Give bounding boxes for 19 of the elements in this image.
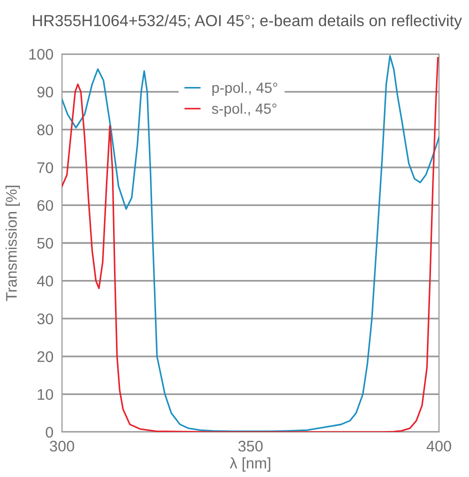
y-tick-label: 100 [29, 48, 54, 60]
y-tick-label: 50 [37, 238, 54, 249]
y-axis-title: Transmission [%] [6, 186, 20, 301]
x-axis-title: λ [nm] [230, 457, 270, 472]
x-tick-label: 350 [238, 440, 263, 452]
x-tick-label: 300 [50, 440, 74, 452]
y-tick-label: 0 [46, 426, 54, 438]
y-tick-label: 60 [37, 200, 54, 211]
y-tick-label: 90 [37, 86, 54, 98]
y-tick-label: 30 [37, 313, 54, 324]
y-tick-label: 10 [38, 389, 54, 400]
legend-label: p-pol., 45° [212, 82, 278, 96]
legend-label: s-pol., 45° [212, 103, 276, 117]
y-tick-label: 70 [37, 162, 54, 174]
y-tick-label: 80 [37, 124, 54, 136]
chart-title: HR355H1064+532/45; AOI 45°; e-beam details on reflectivity [32, 14, 462, 30]
y-tick-label: 40 [37, 276, 54, 286]
y-tick-label: 20 [37, 351, 54, 362]
x-tick-label: 400 [426, 440, 452, 452]
